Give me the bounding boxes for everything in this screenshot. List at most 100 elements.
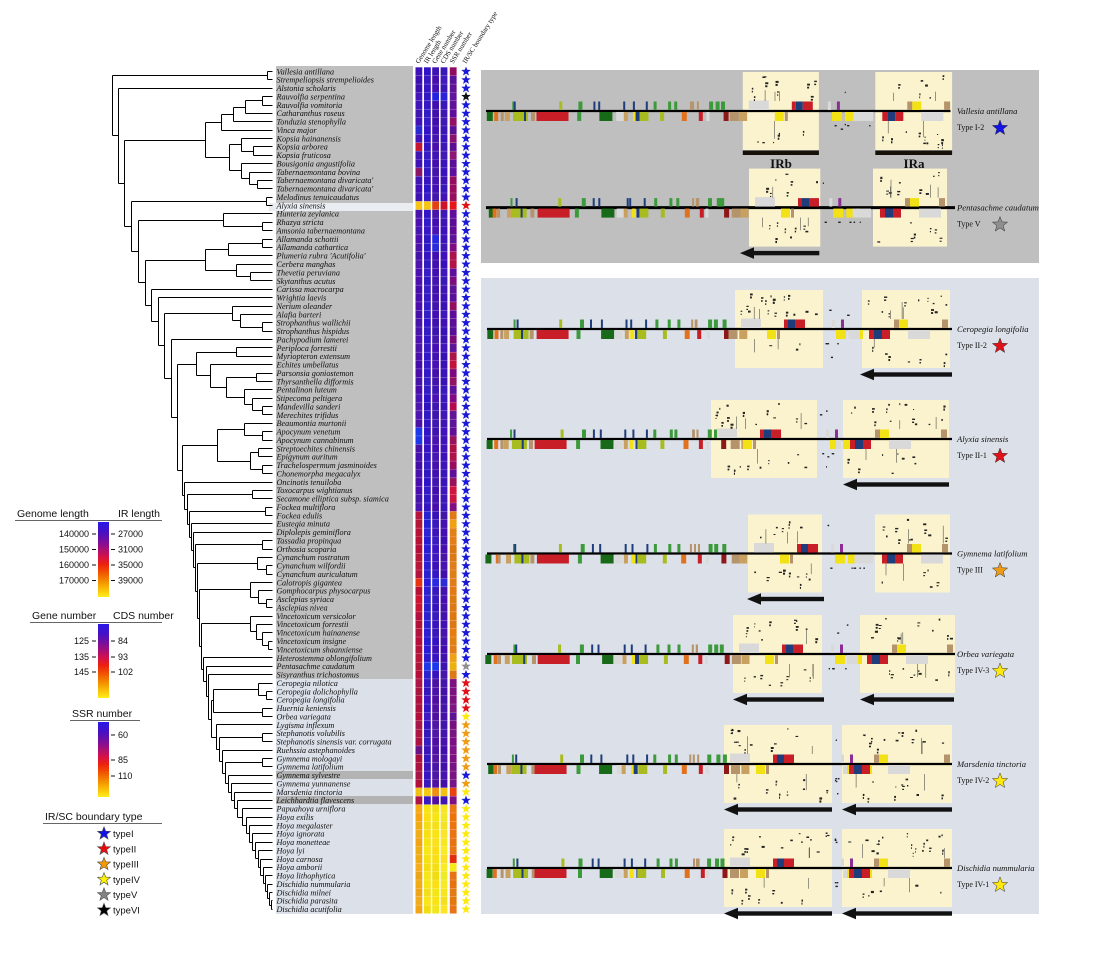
svg-text:SSR number: SSR number xyxy=(72,708,133,720)
svg-text:Kopsia arborea: Kopsia arborea xyxy=(276,143,328,152)
svg-text:Dischidia milnei: Dischidia milnei xyxy=(276,888,332,897)
svg-text:85: 85 xyxy=(118,755,128,765)
svg-text:Vinca major: Vinca major xyxy=(277,126,318,135)
svg-text:Echites umbellatus: Echites umbellatus xyxy=(276,361,339,370)
svg-text:150000: 150000 xyxy=(59,545,89,555)
svg-text:Type IV-2: Type IV-2 xyxy=(957,776,989,785)
svg-text:Vincetoxicum shaanxiense: Vincetoxicum shaanxiense xyxy=(277,645,363,654)
svg-text:Tabernaemontana divaricata': Tabernaemontana divaricata' xyxy=(277,176,374,185)
svg-text:Ceropegia longifolia: Ceropegia longifolia xyxy=(277,696,345,705)
svg-text:Asclepias nivea: Asclepias nivea xyxy=(276,604,328,613)
svg-text:125: 125 xyxy=(74,636,89,646)
svg-text:Marsdenia tinctoria: Marsdenia tinctoria xyxy=(956,759,1026,769)
svg-text:Vallesia antillana: Vallesia antillana xyxy=(957,106,1017,116)
svg-text:145: 145 xyxy=(74,667,89,677)
svg-text:60: 60 xyxy=(118,730,128,740)
svg-text:Plumeria rubra 'Acutifolia': Plumeria rubra 'Acutifolia' xyxy=(276,252,366,261)
svg-text:Type I-2: Type I-2 xyxy=(957,123,984,132)
svg-text:Type V: Type V xyxy=(957,220,981,229)
svg-text:Alyxia sinensis: Alyxia sinensis xyxy=(276,201,326,210)
svg-text:Nerium oleander: Nerium oleander xyxy=(276,302,334,311)
svg-text:93: 93 xyxy=(118,652,128,662)
svg-text:Catharanthus roseus: Catharanthus roseus xyxy=(277,109,345,118)
svg-text:102: 102 xyxy=(118,667,133,677)
svg-text:Hoya lithophytica: Hoya lithophytica xyxy=(276,872,336,881)
svg-text:Strempeliopsis strempelioides: Strempeliopsis strempelioides xyxy=(277,76,374,85)
svg-text:Bousigonia angustifolia: Bousigonia angustifolia xyxy=(277,160,355,169)
svg-text:Calotropis gigantea: Calotropis gigantea xyxy=(277,578,342,587)
svg-text:Pentasachme caudatum: Pentasachme caudatum xyxy=(956,203,1039,213)
svg-text:Type II-2: Type II-2 xyxy=(957,341,987,350)
svg-text:39000: 39000 xyxy=(118,576,143,586)
svg-text:Lygisma inflexum: Lygisma inflexum xyxy=(276,721,335,730)
svg-text:IR/SC boundary type: IR/SC boundary type xyxy=(45,811,143,823)
svg-text:Cynanchum wilfordii: Cynanchum wilfordii xyxy=(277,562,347,571)
svg-text:typeIV: typeIV xyxy=(113,875,141,886)
svg-text:Orbea variegata: Orbea variegata xyxy=(277,712,331,721)
svg-text:Cynanchum rostratum: Cynanchum rostratum xyxy=(277,553,350,562)
svg-text:Strophanthus wallichii: Strophanthus wallichii xyxy=(277,319,352,328)
svg-text:Myriopteron extensum: Myriopteron extensum xyxy=(276,352,351,361)
svg-text:Merechites trifidus: Merechites trifidus xyxy=(276,411,339,420)
svg-text:Cerbera manghas: Cerbera manghas xyxy=(277,260,336,269)
svg-text:Pentalinon luteum: Pentalinon luteum xyxy=(276,386,337,395)
svg-text:IRa: IRa xyxy=(904,156,925,171)
svg-text:110: 110 xyxy=(118,771,132,781)
svg-text:Gomphocarpus physocarpus: Gomphocarpus physocarpus xyxy=(277,587,371,596)
svg-text:Strophanthus hispidus: Strophanthus hispidus xyxy=(277,327,350,336)
svg-text:Kopsia fruticosa: Kopsia fruticosa xyxy=(276,151,331,160)
svg-text:Pentasachme caudatum: Pentasachme caudatum xyxy=(276,662,355,671)
svg-text:Type IV-1: Type IV-1 xyxy=(957,880,989,889)
svg-text:Tassadia propinqua: Tassadia propinqua xyxy=(277,537,342,546)
svg-text:Fockea edulis: Fockea edulis xyxy=(276,511,323,520)
svg-text:Heterostemma oblongifolium: Heterostemma oblongifolium xyxy=(276,654,373,663)
svg-text:Gymnema yunnanense: Gymnema yunnanense xyxy=(277,779,351,788)
svg-text:Vincetoxicum forrestii: Vincetoxicum forrestii xyxy=(277,620,350,629)
svg-text:typeV: typeV xyxy=(113,890,138,901)
svg-text:Trachelospermum jasminoides: Trachelospermum jasminoides xyxy=(277,461,377,470)
svg-text:Sisyranthus trichostomus: Sisyranthus trichostomus xyxy=(277,671,360,680)
svg-text:Carissa macrocarpa: Carissa macrocarpa xyxy=(277,285,344,294)
svg-text:Eustegia minuta: Eustegia minuta xyxy=(276,520,330,529)
svg-text:Oncinotis tenuiloba: Oncinotis tenuiloba xyxy=(277,478,342,487)
svg-text:31000: 31000 xyxy=(118,545,143,555)
svg-text:Leichhardtia flavescens: Leichhardtia flavescens xyxy=(276,796,355,805)
svg-text:Rauvolfia serpentina: Rauvolfia serpentina xyxy=(276,92,345,101)
svg-text:Stephanotis sinensis var. corr: Stephanotis sinensis var. corrugata xyxy=(277,738,392,747)
svg-text:Epigynum auritum: Epigynum auritum xyxy=(276,453,338,462)
svg-text:Hoya exilis: Hoya exilis xyxy=(276,813,314,822)
svg-text:Amsonia tabernaemontana: Amsonia tabernaemontana xyxy=(276,227,365,236)
svg-text:Fockea multiflora: Fockea multiflora xyxy=(276,503,336,512)
svg-text:Rhazya stricta: Rhazya stricta xyxy=(276,218,324,227)
svg-text:Stipecoma peltigera: Stipecoma peltigera xyxy=(277,394,343,403)
svg-text:Thyrsanthella difformis: Thyrsanthella difformis xyxy=(277,377,354,386)
svg-text:Thevetia peruviana: Thevetia peruviana xyxy=(277,268,340,277)
svg-text:170000: 170000 xyxy=(59,576,89,586)
svg-text:Tonduzia stenophylla: Tonduzia stenophylla xyxy=(277,118,347,127)
svg-text:135: 135 xyxy=(74,652,89,662)
svg-text:Alstonia scholaris: Alstonia scholaris xyxy=(276,84,336,93)
svg-text:Alafia barteri: Alafia barteri xyxy=(276,310,323,319)
svg-text:Parsonsia goniostemon: Parsonsia goniostemon xyxy=(276,369,354,378)
svg-text:Vallesia antillana: Vallesia antillana xyxy=(277,67,335,76)
svg-text:Papuahoya urniflora: Papuahoya urniflora xyxy=(276,805,346,814)
svg-text:Dischidia nummularia: Dischidia nummularia xyxy=(956,863,1035,873)
svg-text:Hoya carnosa: Hoya carnosa xyxy=(276,855,323,864)
svg-text:Tabernaemontana bovina: Tabernaemontana bovina xyxy=(277,168,361,177)
svg-text:Cynanchum auriculatum: Cynanchum auriculatum xyxy=(277,570,358,579)
svg-text:Allamanda cathartica: Allamanda cathartica xyxy=(276,243,349,252)
svg-text:Beaumontia murtonii: Beaumontia murtonii xyxy=(277,419,348,428)
svg-text:Toxocarpus wightianus: Toxocarpus wightianus xyxy=(277,486,353,495)
svg-text:Gymnema mologayi: Gymnema mologayi xyxy=(277,754,343,763)
svg-text:Vincetoxicum insigne: Vincetoxicum insigne xyxy=(277,637,347,646)
svg-text:Vincetoxicum versicolor: Vincetoxicum versicolor xyxy=(277,612,357,621)
svg-text:Dischidia parasita: Dischidia parasita xyxy=(276,897,338,906)
svg-text:84: 84 xyxy=(118,636,128,646)
svg-text:Orbea variegata: Orbea variegata xyxy=(957,649,1014,659)
svg-text:Gymnema latifolium: Gymnema latifolium xyxy=(277,763,344,772)
svg-text:Type IV-3: Type IV-3 xyxy=(957,666,989,675)
svg-text:Apocynum venetum: Apocynum venetum xyxy=(276,428,341,437)
svg-text:Chonemorpha megacalyx: Chonemorpha megacalyx xyxy=(277,469,361,478)
svg-text:Rauvolfia vomitoria: Rauvolfia vomitoria xyxy=(276,101,343,110)
svg-text:Hoya monetteae: Hoya monetteae xyxy=(276,838,331,847)
